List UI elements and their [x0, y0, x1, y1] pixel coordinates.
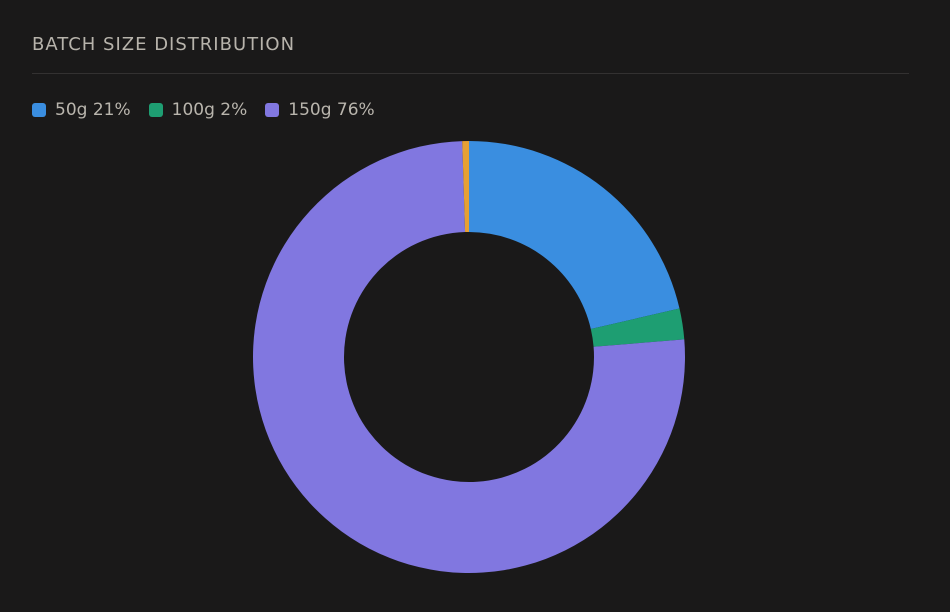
title-divider — [32, 73, 909, 74]
donut-slice-50g[interactable] — [469, 141, 680, 329]
legend-item-150g[interactable]: 150g 76% — [265, 100, 375, 120]
legend-label-150g: 150g 76% — [288, 100, 375, 120]
legend-swatch-100g — [148, 103, 163, 117]
donut-slice-150g[interactable] — [253, 141, 685, 574]
legend-item-100g[interactable]: 100g 2% — [148, 100, 248, 120]
page-title: BATCH SIZE DISTRIBUTION — [32, 34, 296, 55]
legend-swatch-50g — [32, 103, 46, 117]
donut-slice-100g[interactable] — [590, 308, 685, 347]
legend: 50g 21% 100g 2% 150g 76% — [32, 100, 393, 120]
donut-slice-other-3[interactable] — [462, 141, 469, 233]
legend-item-50g[interactable]: 50g 21% — [32, 100, 131, 120]
legend-label-50g: 50g 21% — [55, 100, 131, 120]
legend-label-100g: 100g 2% — [171, 100, 248, 120]
legend-swatch-150g — [265, 103, 280, 117]
